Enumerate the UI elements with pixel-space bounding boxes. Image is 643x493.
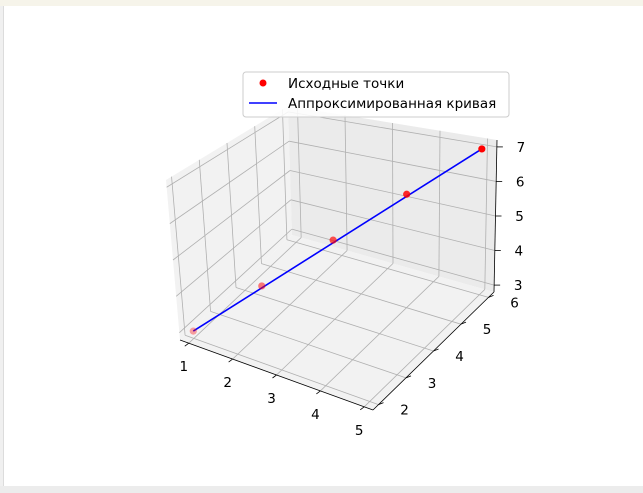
gridline-z-back	[288, 111, 497, 148]
x-tick-tick	[184, 342, 190, 347]
gridline-z-back	[289, 140, 497, 182]
plot-data	[189, 145, 486, 335]
y-tick-label: 4	[455, 349, 464, 365]
gridline-y-floor	[261, 263, 462, 325]
window-left-edge	[0, 6, 4, 486]
y-tick-label: 5	[483, 322, 492, 338]
data-point	[478, 145, 486, 153]
x-tick-label: 3	[267, 391, 276, 407]
left-pane	[166, 106, 292, 340]
axes-panes	[166, 106, 497, 410]
data-point	[403, 190, 411, 198]
axes-grid	[166, 107, 497, 408]
y-tick-tick	[488, 294, 494, 298]
gridline-z-left	[169, 140, 290, 224]
legend-marker-points	[259, 79, 267, 87]
x-tick-label: 2	[223, 375, 232, 391]
y-tick-tick	[378, 402, 384, 406]
y-tick-label: 3	[428, 376, 437, 392]
gridline-z-back	[290, 199, 495, 251]
legend-frame	[242, 71, 510, 118]
x-tick-tick	[272, 374, 277, 379]
y-tick-label: 6	[510, 295, 519, 311]
window-bottom-strip	[0, 486, 643, 493]
y-tick-tick	[433, 348, 439, 352]
data-point	[258, 282, 266, 290]
x-tick-tick	[316, 390, 321, 395]
gridline-z-left	[172, 170, 291, 261]
x-tick-tick	[359, 406, 365, 411]
legend-label-points: Исходные точки	[288, 76, 404, 92]
x-tick-label: 4	[311, 407, 320, 423]
y-tick-tick	[405, 375, 412, 379]
data-point	[329, 236, 337, 244]
z-tick-label: 7	[517, 140, 526, 156]
gridline-y-floor	[286, 239, 489, 298]
data-point	[189, 327, 197, 335]
y-tick-label: 2	[400, 403, 409, 419]
x-tick-label: 5	[355, 423, 364, 439]
gridline-z-left	[166, 111, 289, 188]
window-top-strip	[0, 0, 643, 6]
approx-curve-line	[192, 148, 483, 332]
z-tick-label: 6	[516, 174, 525, 190]
gridline-y-floor	[184, 334, 379, 406]
y-tick-tick	[460, 321, 467, 325]
legend-label-line: Аппроксимированная кривая	[288, 96, 496, 112]
gridline-y-floor	[210, 310, 407, 379]
z-tick-label: 4	[515, 244, 524, 260]
gridline-z-left	[179, 228, 293, 334]
x-tick-tick	[228, 358, 233, 363]
floor-pane	[180, 235, 494, 410]
chart-legend: Исходные точки Аппроксимированная кривая	[242, 71, 510, 118]
gridline-z-left	[175, 199, 292, 297]
gridline-y-floor	[235, 287, 434, 352]
z-tick-label: 3	[514, 278, 523, 294]
gridline-z-back	[289, 170, 496, 217]
gridline-z-back	[291, 228, 495, 286]
x-tick-label: 1	[179, 359, 188, 375]
z-tick-label: 5	[515, 209, 524, 225]
